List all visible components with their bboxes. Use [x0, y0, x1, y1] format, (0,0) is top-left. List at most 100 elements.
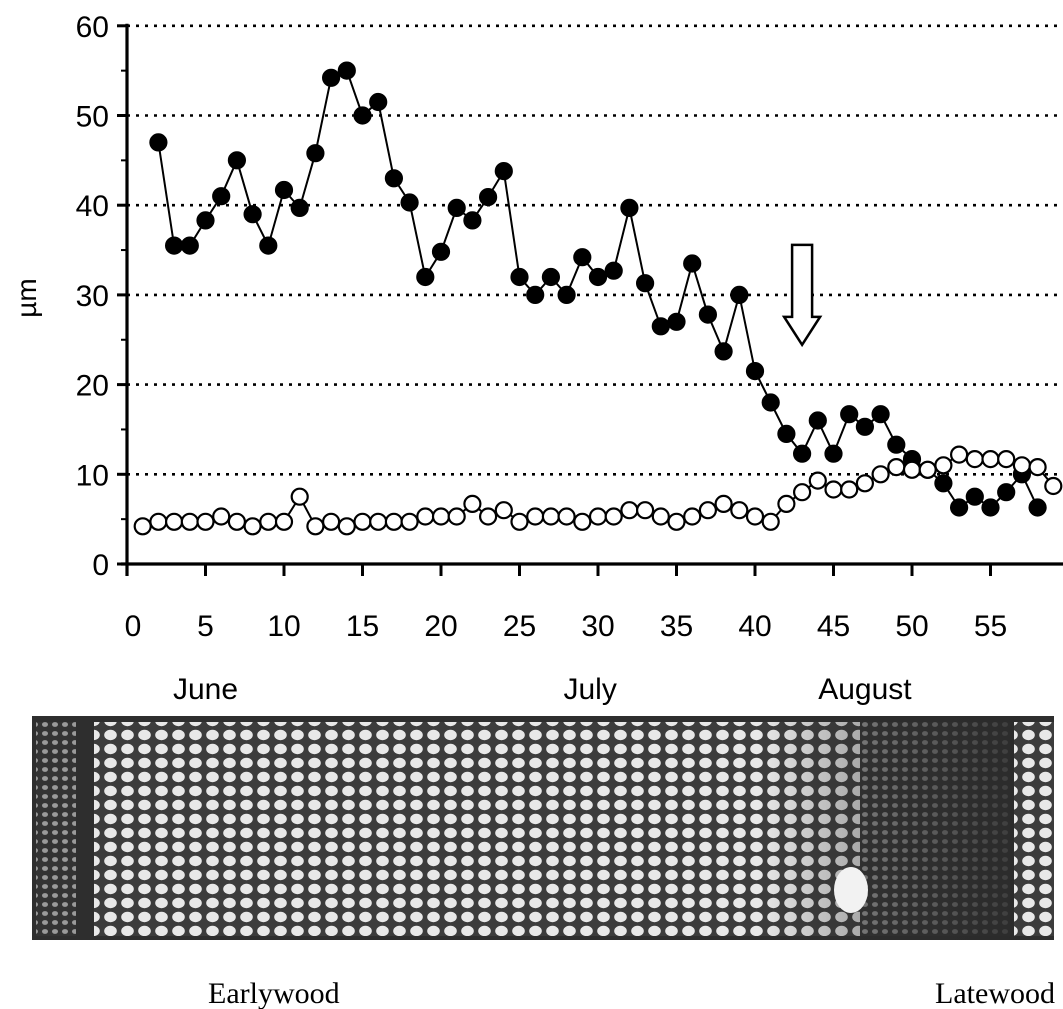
- y-tick-label-0: 0: [92, 549, 109, 582]
- series-2-point-4: [180, 512, 199, 531]
- series-1-point-4: [180, 236, 199, 255]
- series-2-point-45: [824, 480, 843, 499]
- x-tick-label-40: 40: [738, 610, 771, 643]
- series-1-point-13: [322, 68, 341, 87]
- series-1-point-45: [824, 444, 843, 463]
- series-1-point-7: [227, 151, 246, 170]
- series-2-point-42: [777, 494, 796, 513]
- series-2-point-26: [526, 507, 545, 526]
- x-tick-label-10: 10: [267, 610, 300, 643]
- series-2-point-2: [149, 512, 168, 531]
- month-label-june: June: [173, 673, 238, 706]
- down-arrow-1: [781, 243, 823, 348]
- series-2-point-12: [306, 517, 325, 536]
- wood-micrograph: [32, 716, 1054, 940]
- series-1-point-35: [667, 312, 686, 331]
- series-1-point-20: [431, 242, 451, 261]
- series-1-point-43: [792, 444, 812, 463]
- series-1-point-18: [400, 193, 419, 212]
- series-1-point-11: [290, 198, 309, 217]
- series-1-point-21: [447, 198, 466, 217]
- series-2-point-52: [934, 456, 953, 475]
- series-1-line: [157, 69, 1039, 509]
- series-2-point-15: [353, 512, 372, 531]
- x-tick-label-55: 55: [974, 610, 1007, 643]
- right-edge-cells: [1014, 722, 1054, 936]
- series-1-point-22: [463, 211, 482, 230]
- series-2-point-25: [510, 512, 529, 531]
- series-2-point-56: [997, 450, 1016, 469]
- series-1-point-9: [259, 236, 278, 255]
- series-1-point-29: [573, 248, 592, 267]
- series-2-point-5: [196, 512, 215, 531]
- series-2-point-43: [792, 483, 812, 502]
- series-1-point-48: [871, 405, 890, 424]
- series-2-point-47: [855, 474, 875, 493]
- series-1-point-54: [965, 487, 984, 506]
- series-1-point-5: [196, 211, 215, 230]
- series-1-point-6: [212, 187, 231, 206]
- series-2-point-40: [745, 507, 765, 526]
- series-1-point-42: [777, 424, 796, 443]
- series-1-point-3: [165, 236, 184, 255]
- series-2-point-41: [761, 512, 780, 531]
- series-2-point-27: [541, 507, 561, 526]
- axes: [121, 23, 1063, 576]
- series-2-point-20: [431, 507, 451, 526]
- earlywood-label: Earlywood: [208, 977, 340, 1009]
- series-2-point-7: [227, 512, 246, 531]
- series-2-point-58: [1028, 458, 1047, 477]
- series-1-point-8: [243, 205, 262, 224]
- series-2-point-30: [588, 507, 608, 526]
- series-2-point-8: [243, 517, 262, 536]
- series-2-point-16: [369, 512, 388, 531]
- x-tick-label-35: 35: [660, 610, 693, 643]
- series-2-point-23: [479, 507, 498, 526]
- series-1-point-33: [635, 274, 655, 293]
- series-2-point-1: [133, 517, 152, 536]
- series-1-point-47: [855, 417, 875, 436]
- series-2-point-9: [259, 512, 278, 531]
- series-1-point-58: [1028, 498, 1047, 517]
- month-label-august: August: [818, 673, 912, 706]
- series-2-point-34: [651, 507, 670, 526]
- series-2-point-11: [290, 487, 309, 506]
- series-2-point-49: [887, 458, 906, 477]
- series-layer: [133, 61, 1063, 536]
- series-1-point-37: [698, 305, 718, 324]
- x-tick-label-25: 25: [503, 610, 536, 643]
- series-1-point-39: [730, 285, 749, 304]
- series-1-point-44: [808, 411, 827, 430]
- series-1-point-34: [651, 317, 670, 336]
- series-1-point-19: [416, 267, 435, 287]
- series-2-point-48: [871, 465, 890, 484]
- series-1-point-2: [149, 133, 168, 152]
- series-2-point-31: [604, 507, 623, 526]
- month-label-july: July: [563, 673, 616, 706]
- series-1-point-38: [714, 342, 733, 361]
- y-axis-title: µm: [11, 278, 42, 317]
- series-2-point-21: [447, 507, 466, 526]
- series-1-point-46: [840, 405, 859, 424]
- series-2-point-6: [212, 507, 231, 526]
- y-tick-label-50: 50: [76, 101, 109, 134]
- series-2-point-54: [965, 450, 984, 469]
- series-2-point-59: [1044, 476, 1063, 496]
- series-2-point-36: [683, 507, 702, 526]
- series-2-point-33: [635, 501, 655, 520]
- series-1-point-17: [384, 169, 403, 188]
- series-2-point-35: [667, 512, 686, 531]
- series-1-point-53: [949, 498, 969, 517]
- series-1-point-16: [369, 92, 388, 112]
- series-2-point-13: [322, 512, 341, 531]
- series-2-point-14: [337, 517, 356, 536]
- annotation-arrow: [781, 243, 823, 348]
- series-2-point-44: [808, 471, 827, 490]
- month-labels: June July August: [173, 673, 912, 706]
- series-2-point-3: [165, 512, 184, 531]
- y-tick-label-20: 20: [76, 370, 109, 403]
- series-1-point-52: [934, 474, 953, 493]
- series-1-point-27: [541, 267, 561, 287]
- x-tick-label-15: 15: [346, 610, 379, 643]
- series-2-point-46: [840, 480, 859, 499]
